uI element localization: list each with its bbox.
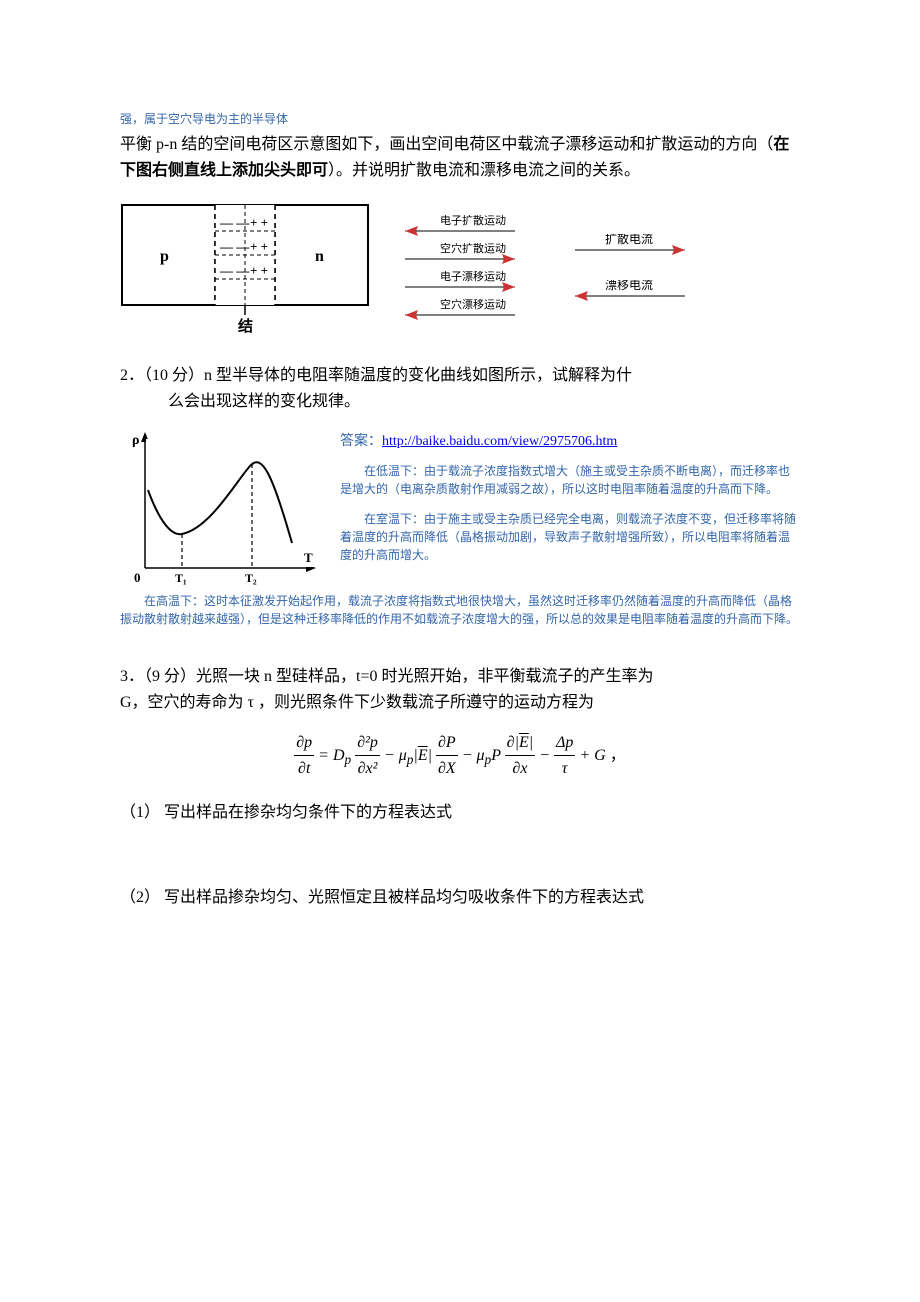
drift-current: 漂移电流 — [570, 280, 690, 302]
pn-junction-diagram: — — — — — — — — — — — — + + + + + + p n … — [120, 203, 370, 333]
svg-text:+ +: + + — [250, 215, 268, 230]
arrow-hole-drift: 空穴漂移运动 — [400, 299, 520, 321]
q2-row: ρ T 0 T₁ T₂ 答案：http://baike.baidu.com/vi… — [120, 428, 800, 588]
svg-text:+ +: + + — [250, 239, 268, 254]
diffusion-current: 扩散电流 — [570, 234, 690, 256]
q3-line2: G，空穴的寿命为 τ ，则光照条件下少数载流子所遵守的运动方程为 — [120, 694, 594, 711]
answer-link[interactable]: http://baike.baidu.com/view/2975706.htm — [382, 434, 617, 449]
q2-answer-block: 答案：http://baike.baidu.com/view/2975706.h… — [340, 428, 800, 576]
q2-ans3: 在高温下：这时本征激发开始起作用，载流子浓度将指数式地很快增大，虽然这时迁移率仍… — [120, 592, 800, 628]
svg-text:电子漂移运动: 电子漂移运动 — [440, 271, 506, 283]
svg-text:— —: — — — [219, 263, 250, 278]
junction-label: 结 — [238, 317, 253, 333]
svg-text:+ +: + + — [250, 263, 268, 278]
svg-text:空穴漂移运动: 空穴漂移运动 — [440, 299, 506, 311]
t1-label: T₁ — [175, 571, 187, 585]
q3-equation: ∂p ∂t = Dp ∂²p ∂x² − μp|E| ∂P ∂X − μpP ∂… — [120, 730, 800, 782]
p1-paragraph: 平衡 p-n 结的空间电荷区示意图如下，画出空间电荷区中载流子漂移运动和扩散运动… — [120, 132, 800, 183]
svg-text:— —: — — — [219, 239, 250, 254]
q3-sub2: （2） 写出样品掺杂均匀、光照恒定且被样品均匀吸收条件下的方程表达式 — [120, 885, 800, 911]
x-axis-label: T — [304, 550, 313, 565]
q3-sub1: （1） 写出样品在掺杂均匀条件下的方程表达式 — [120, 800, 800, 826]
p1-text: 平衡 p-n 结的空间电荷区示意图如下，画出空间电荷区中载流子漂移运动和扩散运动… — [120, 136, 773, 153]
q2-line2: 么会出现这样的变化规律。 — [168, 393, 360, 410]
pn-figure-row: — — — — — — — — — — — — + + + + + + p n … — [120, 203, 800, 333]
top-note: 强，属于空穴导电为主的半导体 — [120, 110, 800, 128]
q3-prompt: 3．（9 分）光照一块 n 型硅样品，t=0 时光照开始，非平衡载流子的产生率为… — [120, 664, 800, 715]
t2-label: T₂ — [245, 571, 257, 585]
q3-line1: 3．（9 分）光照一块 n 型硅样品，t=0 时光照开始，非平衡载流子的产生率为 — [120, 668, 653, 685]
p-label: p — [160, 248, 169, 265]
svg-text:漂移电流: 漂移电流 — [605, 280, 653, 292]
origin-label: 0 — [134, 570, 141, 585]
p1-after: ）。并说明扩散电流和漂移电流之间的关系。 — [328, 162, 640, 179]
arrow-electron-diffusion: 电子扩散运动 — [400, 215, 520, 237]
q2-ans2: 在室温下：由于施主或受主杂质已经完全电离，则载流子浓度不变，但迁移率将随着温度的… — [340, 510, 800, 564]
svg-text:— —: — — — [219, 215, 250, 230]
y-axis-label: ρ — [132, 433, 140, 448]
result-currents-col: 扩散电流 漂移电流 — [570, 234, 690, 302]
svg-text:空穴扩散运动: 空穴扩散运动 — [440, 243, 506, 255]
q2-ans1: 在低温下：由于载流子浓度指数式增大（施主或受主杂质不断电离），而迁移率也是增大的… — [340, 462, 800, 498]
resistivity-graph: ρ T 0 T₁ T₂ — [120, 428, 320, 588]
svg-text:电子扩散运动: 电子扩散运动 — [440, 215, 506, 227]
arrow-electron-drift: 电子漂移运动 — [400, 271, 520, 293]
n-label: n — [315, 248, 324, 265]
answer-label: 答案： — [340, 434, 382, 449]
q2-line1: 2．（10 分）n 型半导体的电阻率随温度的变化曲线如图所示，试解释为什 — [120, 367, 632, 384]
svg-text:扩散电流: 扩散电流 — [605, 234, 653, 246]
q2-prompt: 2．（10 分）n 型半导体的电阻率随温度的变化曲线如图所示，试解释为什 么会出… — [120, 363, 800, 414]
motion-arrows-col: 电子扩散运动 空穴扩散运动 电子漂移运动 — [400, 215, 520, 321]
arrow-hole-diffusion: 空穴扩散运动 — [400, 243, 520, 265]
